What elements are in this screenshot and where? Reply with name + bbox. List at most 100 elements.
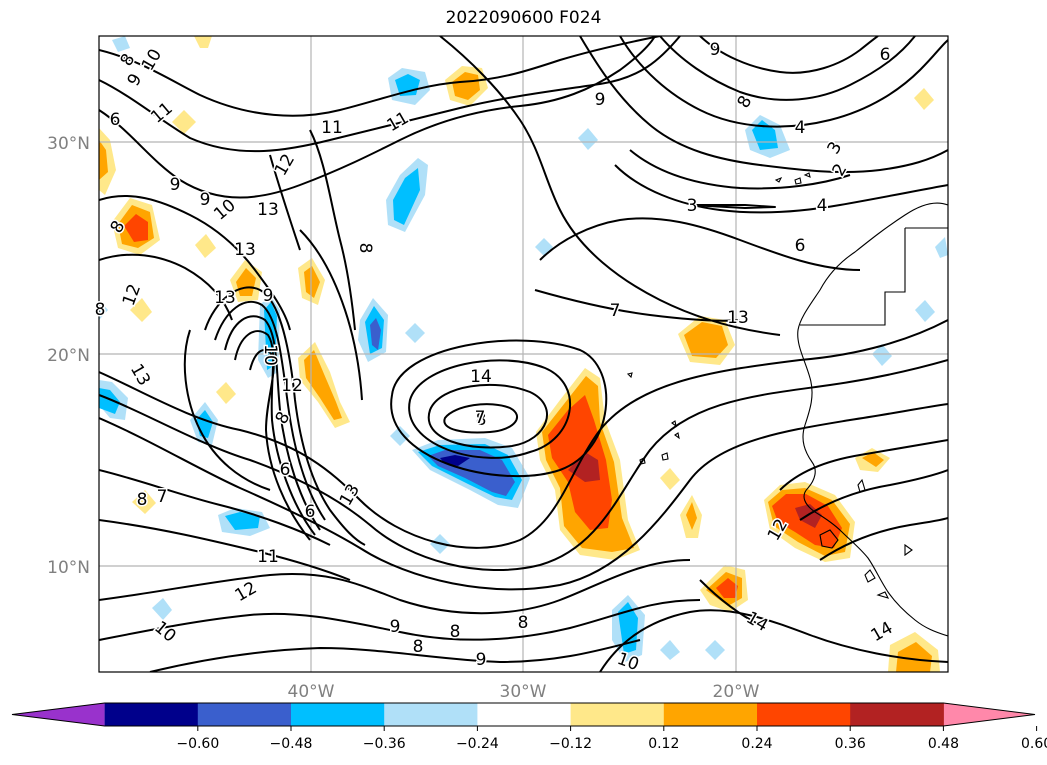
colorbar-segment bbox=[757, 703, 851, 726]
positive-anomaly-area bbox=[304, 266, 320, 298]
colorbar-tick-label: 0.60 bbox=[1021, 736, 1047, 752]
positive-anomaly-area bbox=[304, 350, 342, 420]
contour-label: 11 bbox=[147, 98, 176, 127]
contour-label: 12 bbox=[281, 376, 303, 396]
contour-label: 4 bbox=[795, 118, 806, 138]
positive-anomaly-area bbox=[896, 642, 932, 672]
contour-label: 7 bbox=[475, 408, 486, 428]
contour-label: 9 bbox=[595, 90, 606, 110]
negative-anomaly-area bbox=[578, 128, 598, 150]
map-title: 2022090600 F024 bbox=[445, 8, 602, 28]
contour-label: 2 bbox=[829, 160, 852, 179]
colorbar-tick-label: 0.24 bbox=[741, 736, 772, 752]
contour-label: 6 bbox=[305, 502, 316, 522]
contour-label: 8 bbox=[117, 50, 140, 69]
colorbar: −0.60 −0.48 −0.36 −0.24 −0.12 0.12 0.24 0.36 0.4… bbox=[11, 702, 1047, 752]
negative-anomaly-area bbox=[225, 512, 260, 530]
contour-label: 13 bbox=[214, 288, 236, 308]
contour-label: 14 bbox=[470, 367, 492, 387]
positive-anomaly-area bbox=[216, 382, 236, 404]
contour-label: 9 bbox=[390, 617, 401, 637]
positive-anomaly-area bbox=[686, 502, 697, 530]
africa-coastline bbox=[797, 202, 948, 637]
contour-label: 14 bbox=[868, 618, 897, 646]
contour-label: 8 bbox=[95, 300, 106, 320]
colorbar-segment bbox=[570, 703, 665, 726]
contour-label: 6 bbox=[880, 45, 891, 65]
colorbar-tick-label: 0.48 bbox=[928, 736, 959, 752]
colorbar-tick-label: −0.36 bbox=[363, 736, 406, 752]
colorbar-extend-high bbox=[943, 703, 1035, 726]
positive-anomaly-area bbox=[195, 234, 216, 258]
colorbar-tick-label: 0.12 bbox=[648, 736, 679, 752]
positive-anomaly-area bbox=[172, 110, 196, 134]
positive-anomaly-area bbox=[568, 452, 600, 482]
negative-anomaly-area bbox=[370, 318, 381, 350]
colorbar-segment bbox=[104, 703, 199, 726]
positive-anomaly-area bbox=[99, 140, 108, 180]
contour-label: 9 bbox=[200, 190, 211, 210]
colorbar-tick-label: −0.60 bbox=[176, 736, 219, 752]
contour-label: 6 bbox=[280, 460, 291, 480]
lon-label-20w: 20°W bbox=[713, 682, 760, 702]
contour-label: 8 bbox=[518, 613, 529, 633]
colorbar-tick-label: −0.24 bbox=[456, 736, 499, 752]
contour-label: 8 bbox=[450, 622, 461, 642]
colorbar-segment bbox=[197, 703, 292, 726]
negative-anomaly-area bbox=[872, 344, 892, 366]
negative-anomaly-area bbox=[915, 300, 935, 322]
africa-border bbox=[800, 227, 948, 449]
contour-label: 9 bbox=[124, 70, 147, 89]
positive-anomaly-area bbox=[452, 72, 480, 100]
negative-anomaly-area bbox=[935, 237, 948, 258]
west-africa-detail bbox=[819, 478, 913, 599]
contour-label: 8 bbox=[137, 490, 148, 510]
lat-label-30n: 30°N bbox=[47, 134, 90, 154]
colorbar-segment bbox=[291, 703, 385, 726]
contour-label: 9 bbox=[710, 40, 721, 60]
positive-anomaly-area bbox=[716, 578, 738, 598]
negative-anomaly-area bbox=[112, 36, 130, 52]
contour-label: 11 bbox=[384, 108, 413, 136]
cape-verde-islands bbox=[626, 372, 680, 465]
contour-label: 7 bbox=[157, 487, 168, 507]
contour-label: 13 bbox=[126, 361, 154, 390]
contour-label: 9 bbox=[170, 175, 181, 195]
contour-label: 7 bbox=[610, 301, 621, 321]
contour-label: 8 bbox=[476, 410, 487, 430]
coastlines bbox=[626, 172, 948, 637]
contour-label: 13 bbox=[336, 481, 364, 510]
contour-label: 9 bbox=[263, 286, 274, 306]
colorbar-outline bbox=[11, 702, 1036, 727]
contour-label: 9 bbox=[476, 650, 487, 670]
contour-label: 11 bbox=[257, 547, 279, 567]
positive-anomaly-area bbox=[194, 36, 212, 48]
colorbar-segment bbox=[850, 703, 944, 726]
contour-label: 10 bbox=[138, 46, 166, 75]
contour-label: 4 bbox=[817, 196, 828, 216]
positive-anomaly-area bbox=[130, 298, 152, 322]
colorbar-tick-label: −0.48 bbox=[270, 736, 313, 752]
contour-label: 6 bbox=[110, 110, 121, 130]
negative-anomaly-area bbox=[152, 598, 172, 620]
positive-anomaly-area bbox=[914, 88, 934, 110]
contour-label: 14 bbox=[743, 608, 772, 636]
contour-label: 6 bbox=[795, 236, 806, 256]
contour-label: 3 bbox=[824, 138, 847, 157]
positive-anomaly-area bbox=[99, 128, 116, 195]
negative-anomaly-area bbox=[660, 640, 680, 660]
colorbar-extend-low bbox=[12, 703, 105, 726]
contour-label: 13 bbox=[257, 200, 279, 220]
contour-label: 3 bbox=[687, 196, 698, 216]
negative-anomaly-area bbox=[405, 323, 425, 343]
colorbar-segment bbox=[384, 703, 478, 726]
positive-anomaly-area bbox=[684, 322, 728, 358]
contour-label: 10 bbox=[260, 344, 280, 366]
contour-label: 10 bbox=[210, 195, 239, 224]
canary-islands bbox=[774, 172, 811, 185]
positive-anomaly-area bbox=[660, 468, 680, 490]
contour-label: 10 bbox=[150, 617, 179, 646]
contour-label: 13 bbox=[234, 240, 256, 260]
colorbar-segment bbox=[663, 703, 758, 726]
